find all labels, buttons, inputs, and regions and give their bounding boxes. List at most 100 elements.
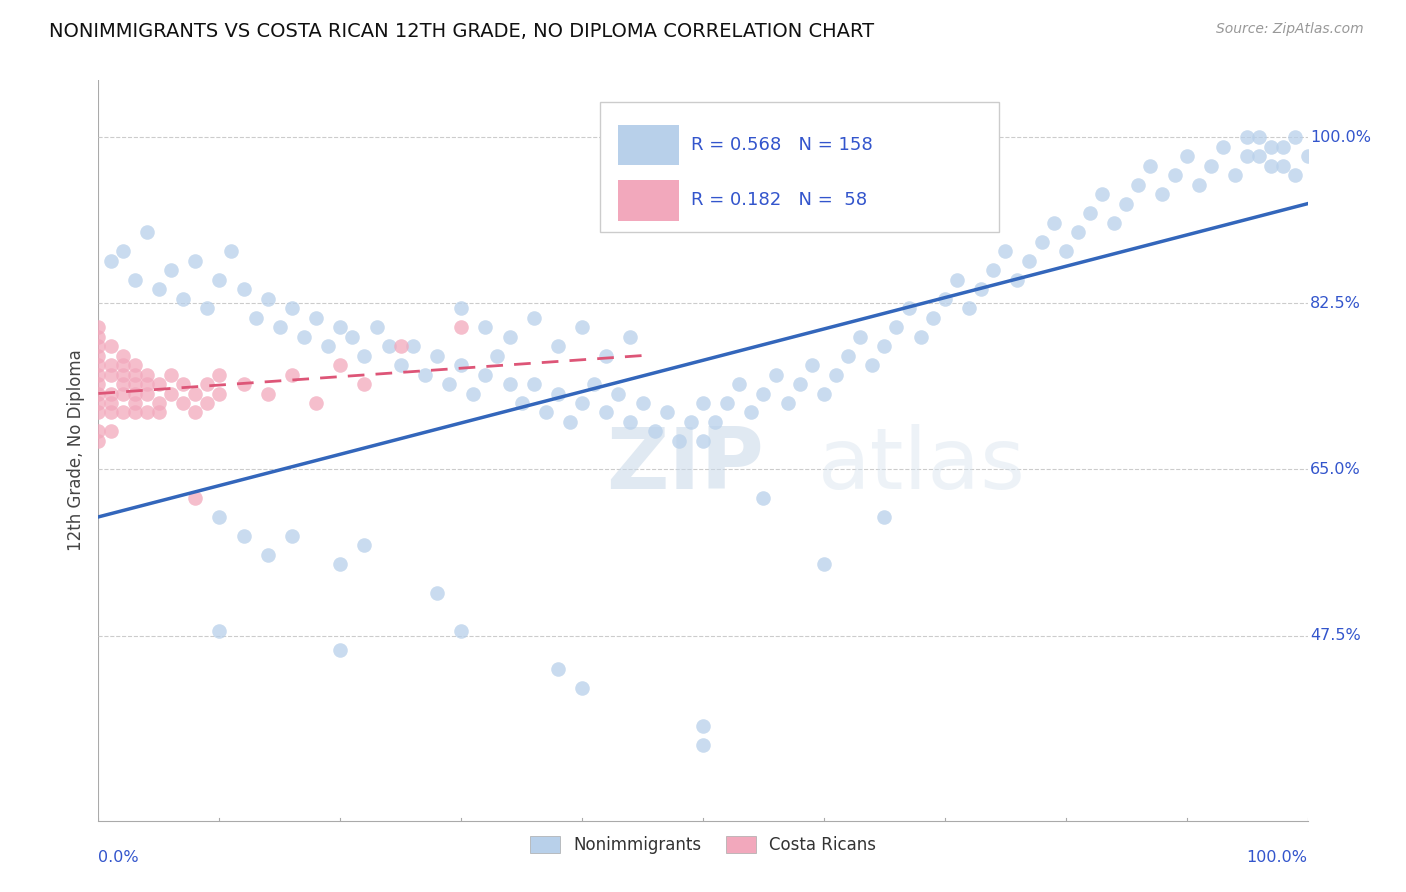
Point	[87, 320, 110, 334]
Point	[1091, 187, 1114, 202]
Point	[534, 405, 557, 419]
Point	[1139, 159, 1161, 173]
Point	[111, 349, 134, 363]
Point	[148, 405, 170, 419]
Text: 100.0%: 100.0%	[1247, 850, 1308, 865]
Point	[413, 368, 436, 382]
Point	[172, 396, 194, 410]
Text: NONIMMIGRANTS VS COSTA RICAN 12TH GRADE, NO DIPLOMA CORRELATION CHART: NONIMMIGRANTS VS COSTA RICAN 12TH GRADE,…	[49, 22, 875, 41]
Point	[1212, 139, 1234, 153]
Point	[547, 339, 569, 353]
Point	[957, 301, 980, 315]
Text: 47.5%: 47.5%	[1310, 628, 1361, 643]
Point	[221, 244, 243, 259]
Point	[87, 386, 110, 401]
Point	[281, 368, 304, 382]
Point	[87, 405, 110, 419]
Point	[111, 244, 134, 259]
Point	[571, 396, 593, 410]
Point	[486, 349, 509, 363]
Point	[245, 310, 267, 325]
Point	[124, 405, 146, 419]
Point	[692, 738, 714, 752]
Point	[292, 329, 315, 343]
Text: R = 0.182   N =  58: R = 0.182 N = 58	[690, 191, 868, 210]
Point	[208, 272, 231, 286]
Legend: Nonimmigrants, Costa Ricans: Nonimmigrants, Costa Ricans	[523, 829, 883, 861]
Text: 100.0%: 100.0%	[1310, 129, 1371, 145]
Point	[474, 320, 496, 334]
Point	[776, 396, 799, 410]
Point	[849, 329, 872, 343]
Point	[329, 320, 352, 334]
Point	[970, 282, 993, 296]
Point	[813, 558, 835, 572]
Point	[184, 405, 207, 419]
Point	[111, 405, 134, 419]
Point	[100, 396, 122, 410]
Point	[897, 301, 920, 315]
Point	[692, 396, 714, 410]
Point	[208, 368, 231, 382]
Point	[316, 339, 339, 353]
Point	[208, 624, 231, 638]
Point	[172, 377, 194, 392]
Point	[981, 263, 1004, 277]
Point	[87, 358, 110, 372]
Point	[148, 396, 170, 410]
Point	[195, 301, 218, 315]
Point	[366, 320, 388, 334]
Point	[765, 368, 787, 382]
Point	[450, 358, 472, 372]
Point	[1115, 196, 1137, 211]
Point	[426, 349, 449, 363]
Point	[195, 377, 218, 392]
Text: R = 0.568   N = 158: R = 0.568 N = 158	[690, 136, 873, 153]
Y-axis label: 12th Grade, No Diploma: 12th Grade, No Diploma	[66, 350, 84, 551]
FancyBboxPatch shape	[619, 125, 679, 165]
Point	[172, 292, 194, 306]
Point	[389, 358, 412, 372]
Point	[353, 538, 375, 552]
Point	[547, 662, 569, 676]
Point	[728, 377, 751, 392]
Point	[752, 386, 775, 401]
Point	[329, 358, 352, 372]
Point	[510, 396, 533, 410]
Point	[583, 377, 606, 392]
Point	[269, 320, 291, 334]
Point	[208, 509, 231, 524]
Point	[571, 681, 593, 695]
Point	[946, 272, 969, 286]
Point	[87, 434, 110, 448]
Text: ZIP: ZIP	[606, 424, 763, 507]
Point	[232, 377, 254, 392]
Point	[860, 358, 883, 372]
Point	[1260, 159, 1282, 173]
Point	[124, 272, 146, 286]
Point	[825, 368, 848, 382]
Point	[1199, 159, 1222, 173]
Point	[135, 386, 157, 401]
Point	[124, 358, 146, 372]
Point	[607, 386, 630, 401]
Point	[813, 386, 835, 401]
Point	[100, 368, 122, 382]
Point	[402, 339, 425, 353]
Point	[873, 339, 896, 353]
Point	[450, 624, 472, 638]
Text: atlas: atlas	[818, 424, 1026, 507]
Point	[1128, 178, 1150, 192]
Point	[111, 368, 134, 382]
Point	[135, 377, 157, 392]
Point	[1152, 187, 1174, 202]
Point	[256, 548, 278, 562]
Point	[921, 310, 943, 325]
Point	[160, 386, 183, 401]
Point	[256, 386, 278, 401]
Point	[353, 377, 375, 392]
Point	[184, 491, 207, 505]
Point	[1272, 139, 1295, 153]
Point	[87, 425, 110, 439]
Point	[450, 301, 472, 315]
